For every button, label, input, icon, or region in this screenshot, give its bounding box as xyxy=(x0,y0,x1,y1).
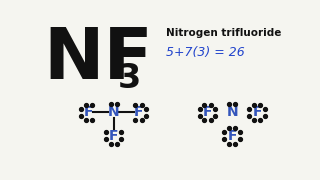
Text: Nitrogen trifluoride: Nitrogen trifluoride xyxy=(166,28,282,38)
Text: F: F xyxy=(84,105,93,120)
Text: F: F xyxy=(252,105,262,120)
Text: 5+7(3) = 26: 5+7(3) = 26 xyxy=(166,46,245,59)
Text: N: N xyxy=(226,105,238,120)
Text: F: F xyxy=(109,129,118,143)
Text: F: F xyxy=(203,105,212,120)
Text: NF: NF xyxy=(44,25,154,94)
Text: F: F xyxy=(134,105,143,120)
Text: N: N xyxy=(108,105,119,120)
Text: F: F xyxy=(228,129,237,143)
Text: 3: 3 xyxy=(117,62,141,95)
